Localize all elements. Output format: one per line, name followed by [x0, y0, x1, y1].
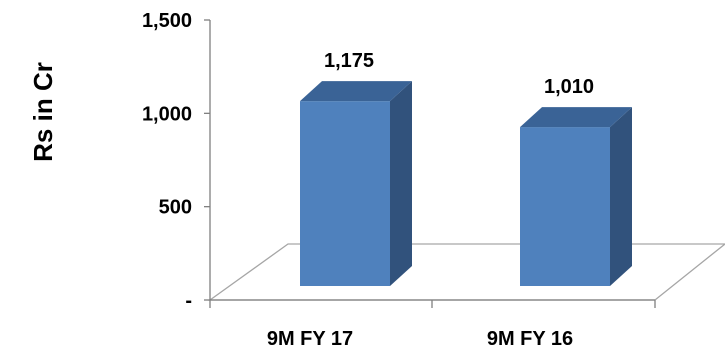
- bar-side-face: [610, 107, 632, 287]
- y-axis-title: Rs in Cr: [28, 62, 58, 162]
- chart-labels: 1,175 9M FY 17 1,010 9M FY 16: [267, 50, 594, 350]
- chart-axes: - 500 1,000 1,500: [142, 10, 656, 312]
- bar-data-label: 1,175: [324, 50, 374, 72]
- bar-data-label: 1,010: [544, 76, 594, 98]
- bar-series: [300, 81, 632, 287]
- chart-floor: [207, 243, 725, 301]
- y-tick-label: 1,500: [142, 10, 192, 32]
- x-category-label: 9M FY 16: [487, 328, 573, 350]
- y-tick-label: 1,000: [142, 103, 192, 125]
- bar-top-face: [300, 81, 412, 102]
- bar-2: [520, 107, 632, 287]
- bar-1: [300, 81, 412, 286]
- bar-side-face: [390, 81, 412, 286]
- y-tick-label: -: [185, 290, 192, 312]
- y-tick-label: 500: [159, 197, 192, 219]
- bar-front-face: [300, 101, 390, 286]
- bar-top-face: [520, 107, 632, 128]
- bar-front-face: [520, 127, 610, 287]
- floor-plane: [207, 243, 725, 301]
- x-category-label: 9M FY 17: [267, 328, 353, 350]
